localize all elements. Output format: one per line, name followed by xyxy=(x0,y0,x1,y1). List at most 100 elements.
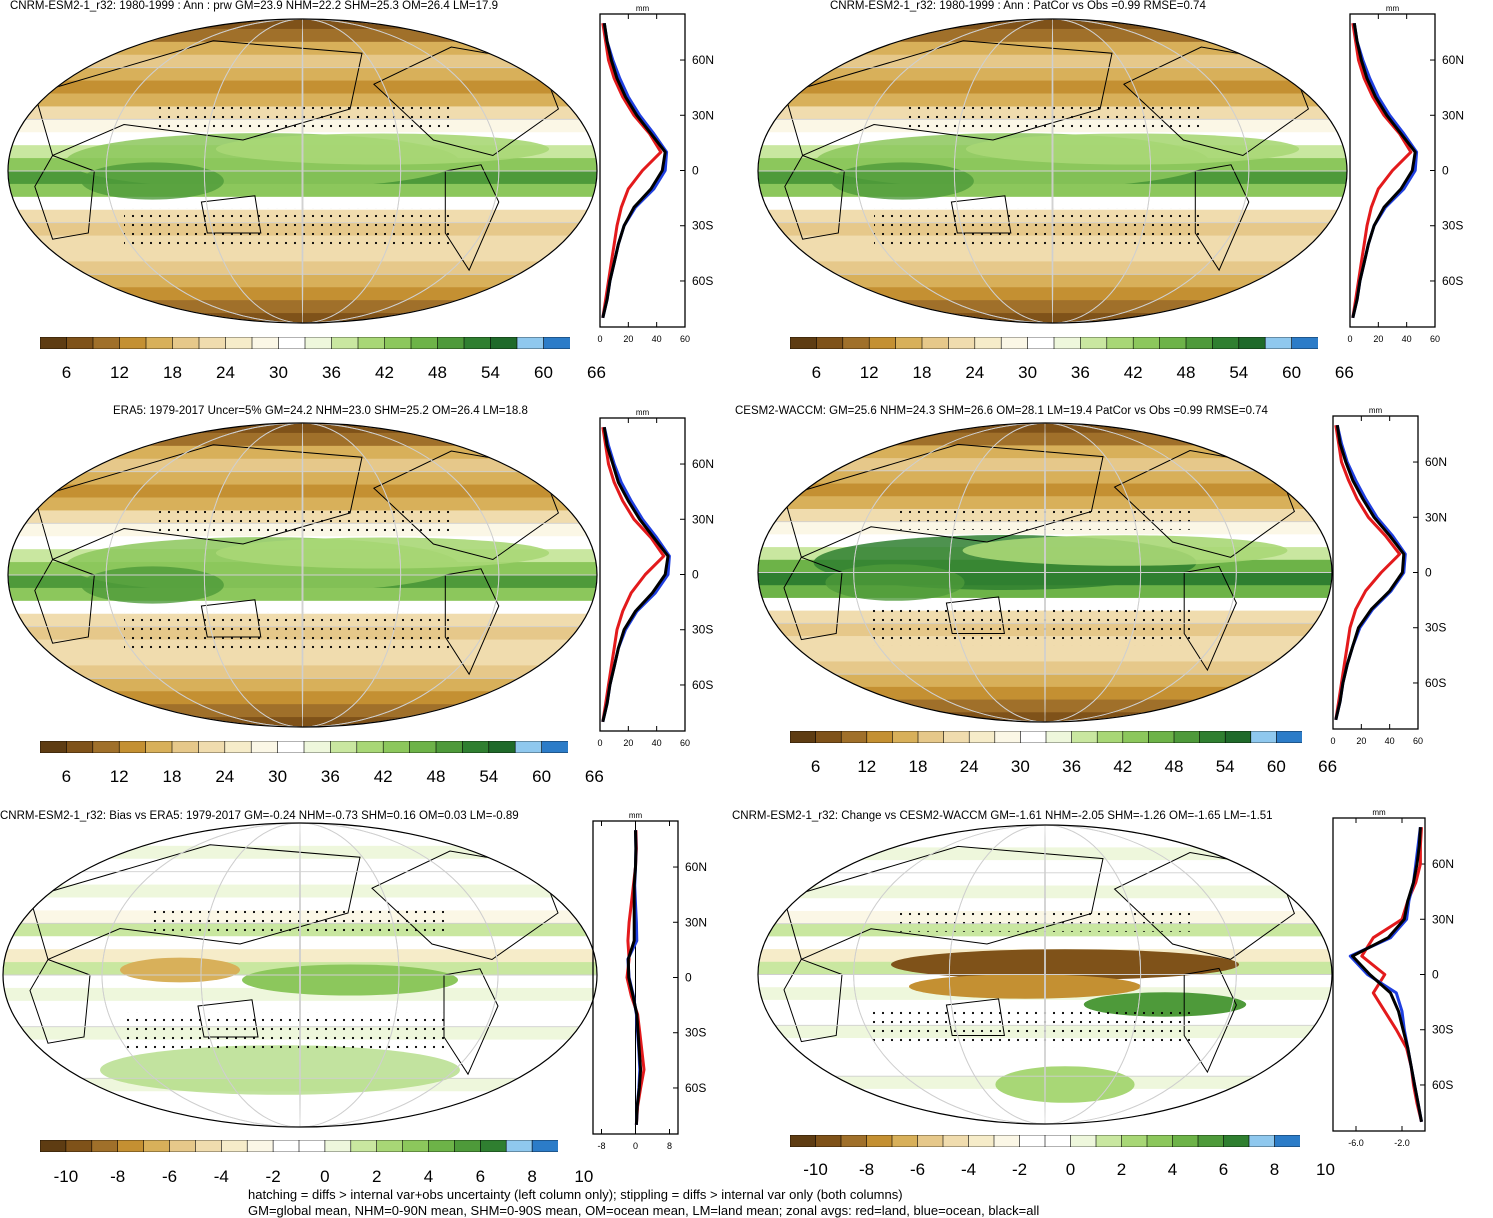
colorbar-swatch xyxy=(1250,731,1278,743)
colorbar-tick-label: -10 xyxy=(803,1160,828,1179)
colorbar-swatch xyxy=(866,731,894,743)
colorbar-tick-label: 6 xyxy=(61,767,72,786)
map-border xyxy=(757,18,1348,324)
panel-title: ERA5: 1979-2017 Uncer=5% GM=24.2 NHM=23.… xyxy=(113,405,528,417)
lat-band xyxy=(758,661,1332,676)
colorbar-swatch xyxy=(1070,1135,1097,1147)
colorbar-swatch xyxy=(921,337,950,349)
lat-band xyxy=(8,313,597,323)
graticule-lon xyxy=(203,423,402,727)
colorbar-swatch xyxy=(1020,731,1047,743)
colorbar-swatch xyxy=(543,337,570,349)
colorbar-tick-label: -10 xyxy=(53,1167,79,1186)
map-field xyxy=(758,423,1332,722)
colorbar-swatch xyxy=(356,741,384,753)
zonal-ytick-label: 30S xyxy=(692,219,713,233)
colorbar-swatch xyxy=(948,337,976,349)
lat-band xyxy=(758,300,1347,315)
colorbar-swatch xyxy=(790,731,817,743)
colorbar-swatch xyxy=(437,337,465,349)
colorbar-swatch xyxy=(462,741,490,753)
lat-band xyxy=(758,196,1347,211)
coastline xyxy=(783,443,1104,558)
colorbar-swatch xyxy=(198,741,226,753)
zonal-ytick-label: 60S xyxy=(1432,1078,1453,1092)
colorbar-tick-label: 54 xyxy=(481,363,500,382)
lat-band xyxy=(8,652,597,667)
lat-band xyxy=(8,600,597,615)
stippling xyxy=(150,906,450,932)
lat-band xyxy=(3,949,597,964)
zonal-mean-plot: mm 60N 30N 0 30S 60S 0 20 40 60 xyxy=(1347,4,1464,344)
graticule-lon xyxy=(948,423,1142,722)
anomaly-blob xyxy=(242,964,458,996)
colorbar-swatch xyxy=(790,1135,817,1147)
colorbar-swatch xyxy=(840,1135,868,1147)
graticule-lon xyxy=(105,423,500,727)
colorbar-tick-label: 36 xyxy=(1070,363,1090,382)
colorbar-swatch xyxy=(172,337,200,349)
map-field xyxy=(8,19,597,323)
lat-band xyxy=(8,261,597,276)
stippling xyxy=(124,208,452,246)
zonal-series-all xyxy=(1334,424,1406,721)
colorbar xyxy=(40,1140,558,1152)
colorbar-tick-label: -8 xyxy=(858,1160,875,1179)
zonal-ytick-label: 30N xyxy=(1432,912,1454,926)
colorbar-swatch xyxy=(1199,731,1227,743)
colorbar-swatch xyxy=(145,337,174,349)
lat-band xyxy=(8,287,597,302)
colorbar-swatch xyxy=(91,1140,119,1152)
colorbar-swatch xyxy=(1122,731,1150,743)
lat-band xyxy=(758,1114,1332,1124)
colorbar-swatch xyxy=(1224,731,1252,743)
zonal-series-land xyxy=(601,426,666,723)
colorbar-tick-label: 54 xyxy=(1215,757,1235,776)
colorbar-swatch xyxy=(330,741,358,753)
anomaly-blob xyxy=(120,957,240,983)
map-field xyxy=(758,825,1332,1124)
zonal-xtick-label: 20 xyxy=(623,738,633,748)
colorbar-swatch xyxy=(1121,1135,1148,1147)
colorbar-tick-label: 12 xyxy=(110,363,129,382)
coastline xyxy=(34,444,363,561)
colorbar-tick-label: 18 xyxy=(912,363,932,382)
colorbar-swatch xyxy=(541,741,568,753)
colorbar-swatch xyxy=(1148,731,1175,743)
colorbar-tick-label: 6 xyxy=(1218,1160,1229,1179)
lat-band xyxy=(8,300,597,315)
zonal-xtick-label: 60 xyxy=(680,738,690,748)
panel-title: CNRM-ESM2-1_r32: 1980-1999 : Ann : PatCo… xyxy=(830,0,1206,12)
zonal-xtick-label: 0 xyxy=(1330,736,1335,746)
stippling xyxy=(120,1012,450,1050)
zonal-unit-label: mm xyxy=(636,4,650,13)
lat-band xyxy=(758,674,1332,688)
colorbar-swatch xyxy=(198,337,227,349)
colorbar-tick-label: 66 xyxy=(1318,757,1338,776)
anomaly-blob xyxy=(891,949,1239,980)
colorbar-swatch xyxy=(221,1140,249,1152)
zonal-unit-label: mm xyxy=(1369,406,1383,415)
colorbar-swatch xyxy=(531,1140,558,1152)
zonal-xtick-label: 60 xyxy=(1413,736,1423,746)
colorbar-swatch xyxy=(994,731,1022,743)
zonal-series-land xyxy=(1334,424,1402,721)
colorbar-swatch xyxy=(891,1135,919,1147)
colorbar-swatch xyxy=(1264,337,1293,349)
lat-band xyxy=(8,691,597,706)
warm-pool xyxy=(81,566,224,604)
zonal-xtick-label: -8 xyxy=(597,1141,605,1151)
stippling xyxy=(124,612,452,650)
map-plot xyxy=(757,824,1333,1125)
stippling xyxy=(871,1011,1190,1048)
colorbar-swatch xyxy=(382,741,411,753)
colorbar-swatch xyxy=(479,1140,507,1152)
colorbar-swatch xyxy=(66,741,94,753)
map-plot xyxy=(2,822,598,1128)
zonal-ytick-label: 60N xyxy=(1425,455,1447,469)
lat-band xyxy=(758,261,1347,276)
colorbar-swatch xyxy=(1053,337,1082,349)
colorbar-tick-label: 36 xyxy=(322,363,341,382)
coastline xyxy=(34,558,95,644)
colorbar xyxy=(790,1135,1300,1147)
